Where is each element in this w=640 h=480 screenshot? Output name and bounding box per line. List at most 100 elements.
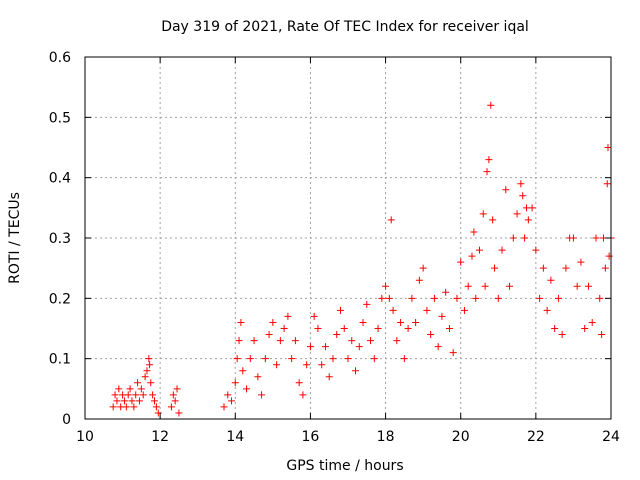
data-point (400, 355, 408, 363)
data-point (273, 361, 281, 369)
data-point (588, 318, 596, 326)
data-point (344, 355, 352, 363)
data-point (336, 306, 344, 314)
data-point (147, 379, 155, 387)
data-point (291, 337, 299, 345)
data-point (151, 397, 159, 405)
data-point (299, 391, 307, 399)
data-point (536, 294, 544, 302)
grid-lines (85, 57, 611, 419)
data-point (115, 385, 123, 393)
data-point (149, 391, 157, 399)
x-tick-labels: 10 12 14 16 18 20 22 24 (76, 429, 620, 445)
data-point (374, 325, 382, 332)
data-point (363, 300, 371, 308)
data-point (321, 343, 329, 351)
data-point (468, 252, 476, 260)
y-tick-label: 0.5 (49, 110, 71, 126)
data-point (154, 409, 162, 417)
data-point (601, 264, 609, 272)
data-point (367, 337, 375, 345)
data-point (137, 385, 145, 393)
data-point (340, 325, 348, 332)
data-point (237, 318, 245, 326)
data-point (135, 397, 143, 405)
data-point (604, 144, 612, 151)
data-point (521, 234, 529, 242)
y-tick-label: 0.6 (49, 50, 71, 66)
data-point (605, 252, 613, 260)
data-point (355, 343, 363, 351)
data-point (603, 180, 611, 188)
y-tick-label: 0.3 (49, 231, 71, 247)
data-point (348, 337, 356, 345)
x-tick-label: 18 (377, 429, 395, 445)
data-point (235, 337, 243, 345)
data-point (453, 294, 461, 302)
data-point (502, 186, 510, 194)
data-point (173, 385, 181, 393)
data-point (124, 391, 132, 399)
data-point (596, 294, 604, 302)
x-tick-label: 24 (602, 429, 620, 445)
data-point (573, 282, 581, 290)
data-point (485, 156, 493, 164)
x-tick-label: 14 (226, 429, 244, 445)
data-point (397, 318, 405, 326)
data-point (558, 331, 566, 339)
y-axis-label: ROTI / TECUs (7, 192, 23, 284)
data-point (449, 349, 457, 357)
y-tick-label: 0.4 (49, 171, 71, 187)
data-point (539, 264, 547, 272)
data-point (220, 403, 228, 411)
data-point (393, 337, 401, 345)
data-point (464, 282, 472, 290)
data-point (494, 294, 502, 302)
x-tick-label: 10 (76, 429, 94, 445)
y-tick-label: 0 (62, 412, 71, 428)
data-point (562, 264, 570, 272)
data-point (532, 246, 540, 254)
data-point (126, 385, 134, 393)
data-point (141, 373, 149, 381)
data-point (370, 355, 378, 363)
data-point (231, 379, 239, 387)
data-point (438, 312, 446, 320)
data-point (134, 379, 142, 387)
data-point (598, 331, 606, 339)
data-point (445, 325, 453, 332)
data-point (295, 379, 303, 387)
data-point (412, 318, 420, 326)
data-point (415, 276, 423, 284)
data-point (109, 403, 117, 411)
data-point (314, 325, 322, 332)
data-point (318, 361, 326, 369)
data-point (434, 343, 442, 351)
data-point (577, 258, 585, 266)
data-point (584, 282, 592, 290)
data-point (513, 210, 521, 218)
data-point (442, 288, 450, 296)
data-point (167, 403, 175, 411)
chart-title: Day 319 of 2021, Rate Of TEC Index for r… (161, 19, 529, 35)
data-point (250, 337, 258, 345)
data-point (509, 234, 517, 242)
data-point (389, 306, 397, 314)
data-point (592, 234, 600, 242)
data-point (145, 355, 153, 363)
data-point (359, 318, 367, 326)
data-point (498, 246, 506, 254)
data-point (382, 282, 390, 290)
data-point (175, 409, 183, 417)
data-point (122, 403, 130, 411)
data-point (476, 246, 483, 254)
data-point (276, 337, 284, 345)
data-point (378, 294, 386, 302)
data-point (404, 325, 412, 332)
data-point (470, 228, 478, 236)
data-point (460, 306, 468, 314)
data-point (457, 258, 465, 266)
data-point (228, 397, 236, 405)
data-point (261, 355, 269, 363)
